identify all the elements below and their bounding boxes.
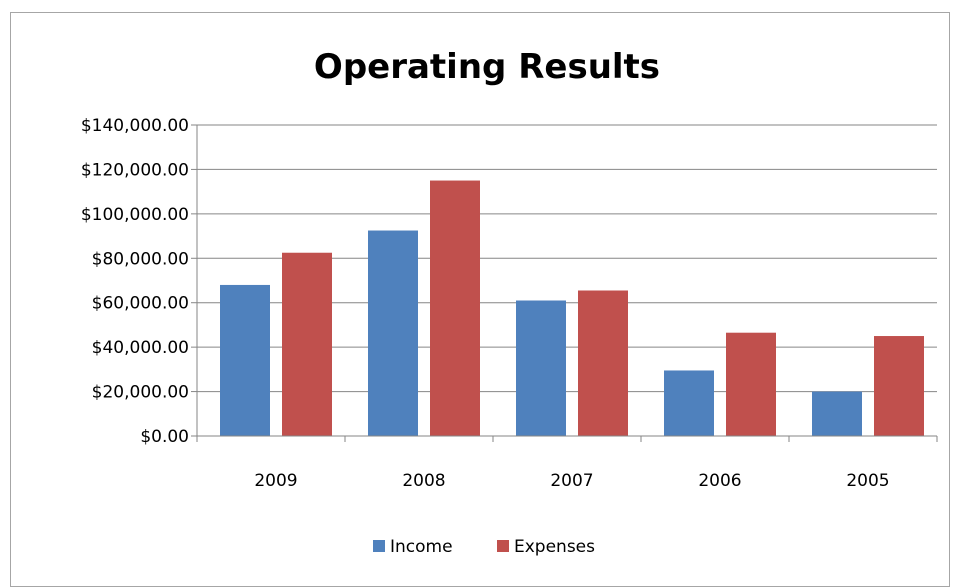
legend-item-expenses: Expenses [497, 537, 595, 557]
legend-label: Income [390, 537, 453, 557]
legend-swatch [373, 540, 385, 552]
x-tick-label: 2009 [254, 471, 297, 491]
x-axis-ticks: 2009 2008 2007 2006 2005 [254, 471, 889, 491]
y-tick-label: $0.00 [140, 427, 189, 447]
chart-title: Operating Results [314, 47, 660, 87]
bar-expenses-2008 [430, 180, 480, 436]
x-tick-label: 2006 [698, 471, 741, 491]
legend: Income Expenses [373, 537, 595, 557]
x-tick-label: 2005 [846, 471, 889, 491]
y-tick-label: $80,000.00 [92, 249, 189, 269]
bar-income-2007 [516, 300, 566, 436]
x-tick-label: 2008 [402, 471, 445, 491]
y-tick-label: $20,000.00 [92, 383, 189, 403]
bar-income-2009 [220, 284, 270, 436]
y-tick-label: $140,000.00 [81, 116, 189, 136]
x-tick-label: 2007 [550, 471, 593, 491]
legend-swatch [497, 540, 509, 552]
legend-item-income: Income [373, 537, 453, 557]
bar-expenses-2009 [282, 252, 332, 436]
bar-expenses-2006 [726, 332, 776, 436]
legend-label: Expenses [514, 537, 595, 557]
bars [220, 180, 924, 436]
y-tick-label: $100,000.00 [81, 205, 189, 225]
y-tick-label: $60,000.00 [92, 294, 189, 314]
y-tick-label: $40,000.00 [92, 338, 189, 358]
y-axis-ticks: $0.00 $20,000.00 $40,000.00 $60,000.00 $80,0… [81, 116, 189, 447]
y-tick-label: $120,000.00 [81, 160, 189, 180]
bar-expenses-2007 [578, 290, 628, 436]
bar-income-2006 [664, 370, 714, 436]
bar-income-2005 [812, 391, 862, 436]
bar-expenses-2005 [874, 336, 924, 436]
bar-income-2008 [368, 230, 418, 436]
axes [191, 124, 938, 442]
